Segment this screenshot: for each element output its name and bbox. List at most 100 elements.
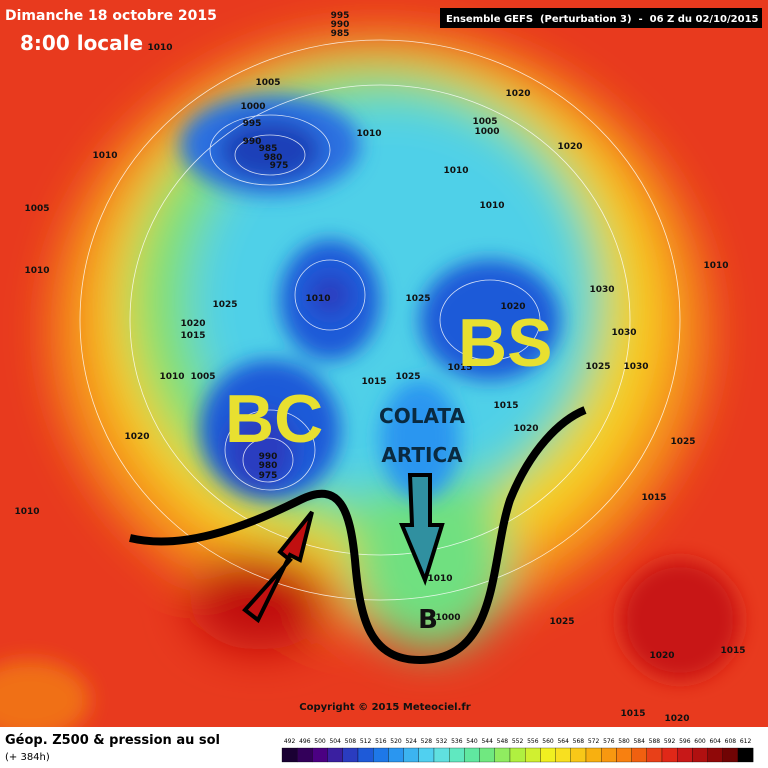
scale-swatch xyxy=(494,747,511,763)
isobar-label: 1020 xyxy=(557,142,582,152)
isobar-label: 1000 xyxy=(435,613,460,623)
isobar-label: 1025 xyxy=(549,617,574,627)
scale-label: 508 xyxy=(345,738,357,745)
scale-label: 580 xyxy=(618,738,630,745)
isobar-label: 1025 xyxy=(670,437,695,447)
isobar-label: 1025 xyxy=(405,294,430,304)
scale-swatch xyxy=(342,747,359,763)
scale-swatch xyxy=(509,747,526,763)
copyright: Copyright © 2015 Meteociel.fr xyxy=(299,702,470,713)
annotation: BS xyxy=(458,305,552,381)
isobar-label: 1010 xyxy=(443,166,468,176)
scale-label: 596 xyxy=(679,738,691,745)
scale-swatch xyxy=(433,747,450,763)
legend-lead: (+ 384h) xyxy=(5,752,50,763)
scale-label: 592 xyxy=(664,738,676,745)
isobar-label: 975 xyxy=(270,161,289,171)
isobar-label: 985 xyxy=(259,144,278,154)
scale-label: 496 xyxy=(299,738,311,745)
annotation: BC xyxy=(225,381,323,457)
scale-label: 540 xyxy=(466,738,478,745)
scale-label: 500 xyxy=(314,738,326,745)
isobar-label: 1020 xyxy=(124,432,149,442)
isobar-label: 1020 xyxy=(649,651,674,661)
scale-label: 576 xyxy=(603,738,615,745)
isobar-label: 1030 xyxy=(611,328,636,338)
isobar-label: 1010 xyxy=(479,201,504,211)
isobar-label: 1010 xyxy=(92,151,117,161)
color-scale: 492 496 500 504 508 512 516 520 524 528 532 536 540 5… xyxy=(281,738,754,763)
model: Ensemble GEFS (Perturbation 3) - 06 Z du… xyxy=(446,14,759,25)
date: Dimanche 18 octobre 2015 xyxy=(5,8,217,24)
scale-label: 492 xyxy=(284,738,296,745)
scale-swatch xyxy=(601,747,617,763)
isobar-label: 1030 xyxy=(589,285,614,295)
arrow-warm xyxy=(242,510,314,624)
isobar-label: 1000 xyxy=(474,127,499,137)
scale-label: 504 xyxy=(329,738,341,745)
isobar-label: 1015 xyxy=(641,493,666,503)
isobar-label: 985 xyxy=(331,29,350,39)
scale-swatch xyxy=(555,747,571,763)
annotation: COLATA xyxy=(379,404,465,428)
field xyxy=(0,0,768,740)
isobar-labels: 1010995990985100510009959909859809751010… xyxy=(14,11,745,724)
isobar-label: 1025 xyxy=(585,362,610,372)
isobar-label: 975 xyxy=(259,471,278,481)
scale-label: 520 xyxy=(390,738,402,745)
scale-label: 516 xyxy=(375,738,387,745)
arrow-cold xyxy=(398,473,445,586)
scale-label: 584 xyxy=(633,738,645,745)
legend-title: Géop. Z500 & pression au sol xyxy=(5,733,220,748)
isobar-label: 1025 xyxy=(395,372,420,382)
isobar-label: 1015 xyxy=(361,377,386,387)
isobar-label: 1020 xyxy=(513,424,538,434)
annotation: B xyxy=(418,605,438,635)
model-box xyxy=(440,8,762,28)
scale-swatch xyxy=(722,747,739,763)
scale-label: 568 xyxy=(573,738,585,745)
isobar-label: 1025 xyxy=(212,300,237,310)
scale-swatch xyxy=(403,747,419,763)
scale-swatch xyxy=(388,747,404,763)
scale-label: 608 xyxy=(725,738,737,745)
isobar-label: 1020 xyxy=(180,319,205,329)
scale-swatch xyxy=(312,747,328,763)
isobar-label: 1010 xyxy=(147,43,172,53)
isobar-label: 1015 xyxy=(180,331,205,341)
scale-swatch xyxy=(585,747,602,763)
scale-label: 564 xyxy=(557,738,569,745)
scale-swatch xyxy=(570,747,587,763)
isobar-label: 1020 xyxy=(664,714,689,724)
scale-swatch xyxy=(540,747,556,763)
scale-label: 612 xyxy=(740,738,752,745)
scale-swatch xyxy=(692,747,708,763)
isobar-label: 1015 xyxy=(620,709,645,719)
scale-swatch xyxy=(677,747,693,763)
isobar-label: 1010 xyxy=(24,266,49,276)
scale-swatch xyxy=(525,747,541,763)
scale-swatch xyxy=(479,747,495,763)
scale-label: 572 xyxy=(588,738,600,745)
isobar-label: 1005 xyxy=(190,372,215,382)
isobar-label: 1010 xyxy=(356,129,381,139)
isobar-label: 1015 xyxy=(720,646,745,656)
isobar-label: 1010 xyxy=(14,507,39,517)
isobar-label: 1015 xyxy=(493,401,518,411)
scale-swatch xyxy=(661,747,678,763)
scale-label: 524 xyxy=(405,738,417,745)
isobar-label: 1005 xyxy=(472,117,497,127)
isobar-label: 995 xyxy=(331,11,350,21)
scale-label: 556 xyxy=(527,738,539,745)
scale-label: 600 xyxy=(694,738,706,745)
isobar-label: 1005 xyxy=(24,204,49,214)
isobar-label: 1015 xyxy=(447,363,472,373)
scale-swatch xyxy=(737,747,754,763)
isobar-label: 1005 xyxy=(255,78,280,88)
isobar-label: 1010 xyxy=(427,574,452,584)
scale-label: 544 xyxy=(481,738,493,745)
isobar-label: 980 xyxy=(264,153,283,163)
isobar-label: 1010 xyxy=(305,294,330,304)
scale-swatch xyxy=(357,747,374,763)
